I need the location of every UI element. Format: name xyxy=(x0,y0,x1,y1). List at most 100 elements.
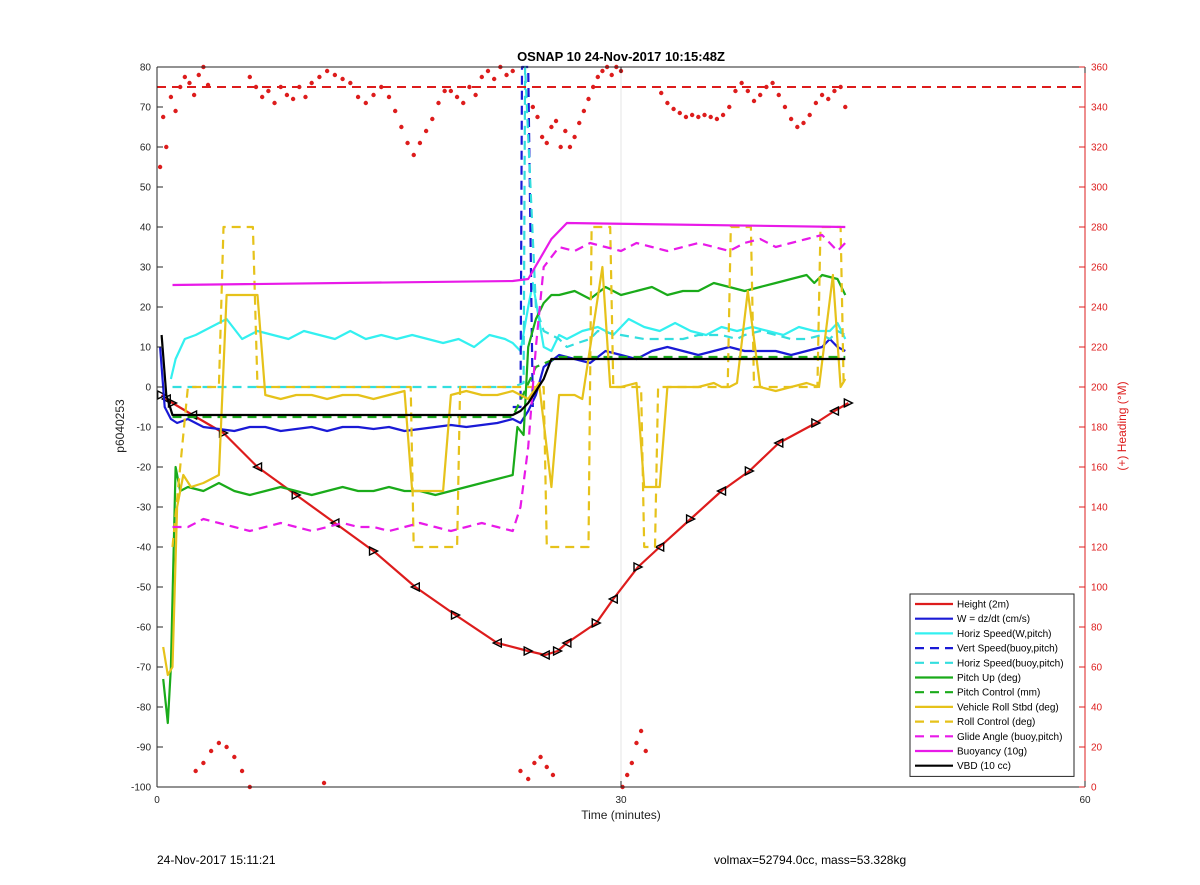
heading-point xyxy=(232,754,237,760)
heading-point xyxy=(558,144,563,150)
heading-point xyxy=(157,164,163,170)
heading-point xyxy=(624,772,630,778)
chart-title: OSNAP 10 24-Nov-2017 10:15:48Z xyxy=(517,49,725,64)
y-tick-label: 80 xyxy=(140,63,152,74)
y-tick-label: 0 xyxy=(145,383,151,394)
heading-point xyxy=(586,96,591,102)
legend-label: Buoyancy (10g) xyxy=(957,747,1027,758)
legend-label: Height (2m) xyxy=(957,600,1009,611)
heading-point xyxy=(843,104,848,110)
heading-point xyxy=(405,140,410,146)
heading-point xyxy=(751,98,757,104)
height-marker xyxy=(828,405,840,417)
legend-label: Horiz Speed(W,pitch) xyxy=(957,629,1051,640)
heading-point xyxy=(485,68,491,74)
y2-tick-label: 160 xyxy=(1091,463,1108,474)
height-marker xyxy=(715,485,727,497)
heading-point xyxy=(532,760,537,766)
heading-point xyxy=(467,84,472,90)
y2-tick-label: 360 xyxy=(1091,63,1108,74)
y2-tick-label: 40 xyxy=(1091,703,1103,714)
heading-point xyxy=(430,116,435,122)
legend-label: VBD (10 cc) xyxy=(957,761,1011,772)
heading-point xyxy=(193,768,198,774)
heading-point xyxy=(832,88,837,94)
heading-point xyxy=(411,152,416,158)
heading-point xyxy=(733,88,738,94)
legend-label: Roll Control (deg) xyxy=(957,717,1035,728)
y2-tick-label: 220 xyxy=(1091,343,1108,354)
heading-point xyxy=(321,780,327,786)
heading-point xyxy=(303,94,308,100)
heading-point xyxy=(776,92,781,98)
y2-tick-label: 60 xyxy=(1091,663,1103,674)
series-line-glide xyxy=(172,233,847,533)
y2-tick-label: 20 xyxy=(1091,743,1103,754)
heading-point xyxy=(696,114,701,120)
heading-point xyxy=(461,100,466,106)
heading-point xyxy=(182,74,188,80)
y2-tick-label: 80 xyxy=(1091,623,1103,634)
x-tick-label: 0 xyxy=(154,795,160,806)
heading-point xyxy=(539,134,545,140)
heading-point xyxy=(290,96,296,102)
y2-tick-label: 320 xyxy=(1091,143,1108,154)
y-tick-label: -80 xyxy=(137,703,152,714)
y-tick-label: -60 xyxy=(137,623,152,634)
height-marker xyxy=(523,645,534,657)
y-tick-label: 50 xyxy=(140,183,152,194)
heading-point xyxy=(553,118,559,124)
height-marker xyxy=(291,489,302,501)
y-tick-label: 10 xyxy=(140,343,152,354)
heading-point xyxy=(201,760,206,766)
heading-point xyxy=(247,74,252,80)
heading-point xyxy=(609,72,614,78)
heading-point xyxy=(379,84,384,90)
height-marker xyxy=(685,513,697,525)
legend-label: Glide Angle (buoy,pitch) xyxy=(957,732,1062,743)
heading-point xyxy=(770,80,775,86)
height-marker xyxy=(156,389,168,401)
heading-point xyxy=(173,108,178,114)
height-marker xyxy=(633,561,644,573)
heading-point xyxy=(826,96,831,102)
series-line-roll_control xyxy=(171,225,845,549)
y2-tick-label: 120 xyxy=(1091,543,1108,554)
y2-tick-label: 280 xyxy=(1091,223,1108,234)
y-tick-label: 70 xyxy=(140,103,152,114)
y2-tick-label: 200 xyxy=(1091,383,1108,394)
heading-point xyxy=(436,100,441,106)
legend-label: Pitch Control (mm) xyxy=(957,688,1040,699)
legend-box xyxy=(909,593,1075,777)
height-marker xyxy=(591,617,602,629)
heading-point xyxy=(659,90,664,96)
heading-point xyxy=(448,88,454,94)
legend-label: Vehicle Roll Stbd (deg) xyxy=(957,702,1059,713)
y2-tick-label: 340 xyxy=(1091,103,1108,114)
y-tick-label: -50 xyxy=(137,583,152,594)
heading-point xyxy=(535,114,540,120)
heading-point xyxy=(708,114,713,120)
y-axis-label: p6040253 xyxy=(113,399,127,453)
heading-point xyxy=(224,744,229,750)
heading-point xyxy=(544,764,549,770)
legend: Height (2m) W = dz/dt (cm/s) Horiz Speed(W… xyxy=(909,593,1075,777)
y2-tick-label: 240 xyxy=(1091,303,1108,314)
y2-tick-label: 0 xyxy=(1091,783,1097,794)
heading-point xyxy=(510,68,515,74)
heading-point xyxy=(638,728,644,734)
heading-point xyxy=(572,134,577,140)
heading-point xyxy=(544,140,549,146)
heading-point xyxy=(355,94,361,100)
y2-tick-label: 260 xyxy=(1091,263,1108,274)
y-tick-label: 40 xyxy=(140,223,152,234)
heading-point xyxy=(340,76,345,82)
height-marker xyxy=(744,465,755,477)
heading-point xyxy=(577,120,582,126)
heading-point xyxy=(386,94,392,100)
heading-point xyxy=(479,74,484,80)
heading-point xyxy=(782,104,788,110)
heading-point xyxy=(758,92,763,98)
series-line-hspeed_buoy xyxy=(172,65,846,389)
